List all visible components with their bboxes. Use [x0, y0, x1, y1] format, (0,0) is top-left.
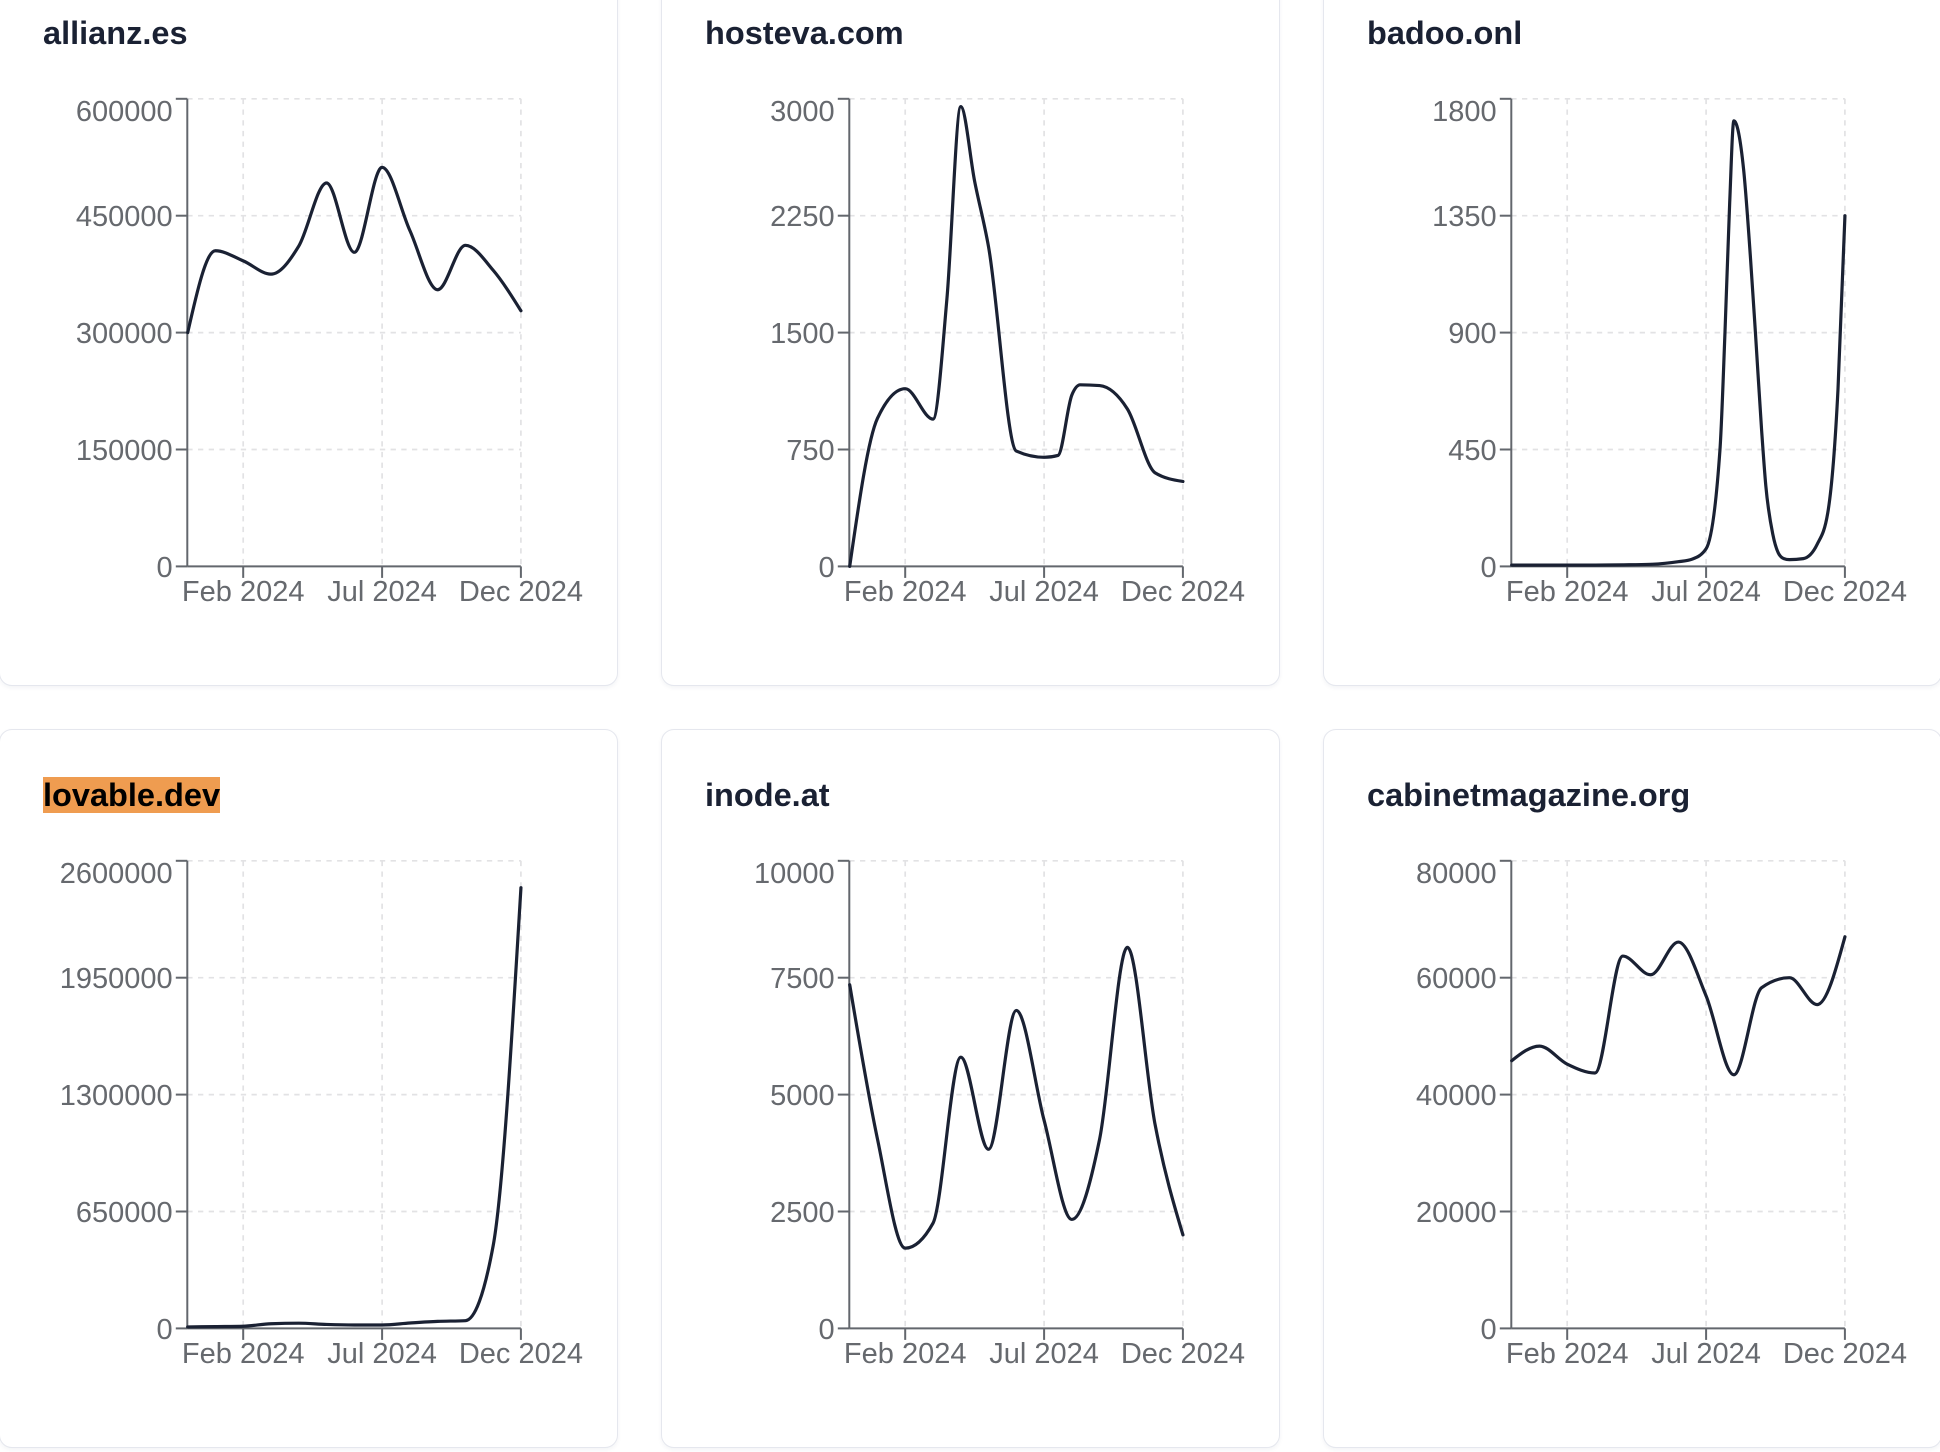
svg-text:450000: 450000 [75, 201, 172, 233]
svg-text:Feb 2024: Feb 2024 [181, 576, 304, 608]
svg-text:0: 0 [156, 1314, 172, 1346]
svg-text:1800: 1800 [1432, 96, 1497, 128]
svg-text:2600000: 2600000 [59, 858, 172, 890]
svg-text:7500: 7500 [770, 963, 835, 995]
svg-text:5000: 5000 [770, 1080, 835, 1112]
svg-text:Jul 2024: Jul 2024 [1651, 576, 1761, 608]
svg-text:60000: 60000 [1416, 963, 1497, 995]
svg-text:Feb 2024: Feb 2024 [181, 1338, 304, 1370]
svg-text:Dec 2024: Dec 2024 [1782, 576, 1906, 608]
svg-text:1950000: 1950000 [59, 963, 172, 995]
svg-text:2250: 2250 [770, 201, 835, 233]
svg-text:1300000: 1300000 [59, 1080, 172, 1112]
svg-text:Dec 2024: Dec 2024 [1120, 576, 1244, 608]
svg-text:80000: 80000 [1416, 858, 1497, 890]
svg-text:40000: 40000 [1416, 1080, 1497, 1112]
svg-text:20000: 20000 [1416, 1197, 1497, 1229]
svg-text:600000: 600000 [75, 96, 172, 128]
svg-text:Dec 2024: Dec 2024 [1782, 1338, 1906, 1370]
svg-text:0: 0 [818, 552, 834, 584]
svg-text:10000: 10000 [754, 858, 835, 890]
svg-text:0: 0 [818, 1314, 834, 1346]
svg-text:300000: 300000 [75, 318, 172, 350]
svg-text:0: 0 [156, 552, 172, 584]
svg-text:Jul 2024: Jul 2024 [989, 576, 1099, 608]
svg-text:Dec 2024: Dec 2024 [458, 1338, 582, 1370]
svg-text:900: 900 [1448, 318, 1496, 350]
svg-text:Jul 2024: Jul 2024 [989, 1338, 1099, 1370]
svg-text:2500: 2500 [770, 1197, 835, 1229]
svg-text:450: 450 [1448, 435, 1496, 467]
svg-text:1500: 1500 [770, 318, 835, 350]
svg-text:0: 0 [1480, 552, 1496, 584]
svg-text:Jul 2024: Jul 2024 [1651, 1338, 1761, 1370]
svg-text:750: 750 [786, 435, 834, 467]
svg-text:Feb 2024: Feb 2024 [1505, 576, 1628, 608]
svg-text:Feb 2024: Feb 2024 [843, 576, 966, 608]
svg-text:Feb 2024: Feb 2024 [843, 1338, 966, 1370]
svg-text:Feb 2024: Feb 2024 [1505, 1338, 1628, 1370]
svg-text:1350: 1350 [1432, 201, 1497, 233]
svg-text:150000: 150000 [75, 435, 172, 467]
svg-text:Jul 2024: Jul 2024 [327, 576, 437, 608]
svg-text:Dec 2024: Dec 2024 [1120, 1338, 1244, 1370]
svg-text:3000: 3000 [770, 96, 835, 128]
svg-text:Dec 2024: Dec 2024 [458, 576, 582, 608]
svg-text:650000: 650000 [75, 1197, 172, 1229]
svg-text:Jul 2024: Jul 2024 [327, 1338, 437, 1370]
svg-text:0: 0 [1480, 1314, 1496, 1346]
